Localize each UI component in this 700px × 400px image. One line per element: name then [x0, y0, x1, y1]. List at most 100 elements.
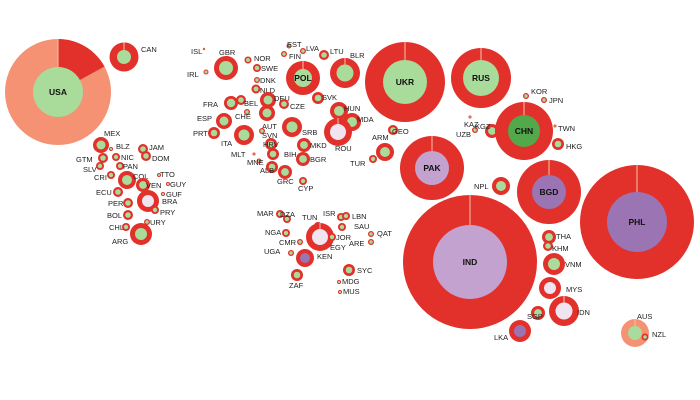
bubble-grc[interactable]: GRC — [277, 165, 294, 186]
bubble-arg[interactable]: ARG — [112, 223, 152, 246]
bubble-cyp[interactable]: CYP — [298, 177, 313, 193]
bubble-npl[interactable]: NPL — [474, 177, 510, 195]
bubble-hun[interactable]: HUN — [330, 102, 360, 120]
bubble-arm[interactable]: ARM — [372, 133, 394, 161]
bubble-phl[interactable]: PHL — [580, 165, 694, 279]
bubble-slv[interactable]: SLV — [83, 162, 104, 174]
bubble-uga[interactable]: UGA — [264, 247, 294, 256]
bubble-ecu[interactable]: ECU — [96, 187, 123, 197]
bubble-guf[interactable]: GUF — [161, 190, 182, 199]
bubble-tha[interactable]: THA — [542, 230, 571, 244]
bubble-sgp[interactable]: SGP — [527, 306, 545, 321]
bubble-per[interactable]: PER — [108, 198, 133, 208]
bubble-isr[interactable]: ISR — [323, 209, 345, 221]
bubble-tto[interactable]: TTO — [157, 170, 175, 179]
bubble-blz[interactable]: BLZ — [109, 142, 130, 151]
bubble-zaf[interactable]: ZAF — [289, 269, 304, 290]
bubble-mus[interactable]: MUS — [338, 287, 360, 296]
bubble-are[interactable]: ARE — [349, 239, 374, 248]
bubble-svn[interactable]: SVN — [259, 128, 277, 140]
bubble-jor[interactable]: JOR — [328, 233, 352, 242]
bubble-ukr[interactable]: UKR — [365, 42, 445, 122]
bubble-cze[interactable]: CZE — [279, 99, 305, 111]
bubble-nga[interactable]: NGA — [265, 228, 290, 237]
bubble-usa[interactable]: USA — [5, 39, 111, 145]
bubble-kor[interactable]: KOR — [523, 87, 548, 99]
bubble-gtm[interactable]: GTM — [76, 153, 108, 164]
bubble-ury[interactable]: URY — [144, 218, 166, 227]
bubble-mex[interactable]: MEX — [93, 129, 120, 153]
bubble-isl[interactable]: ISL — [191, 47, 206, 56]
bubble-mne[interactable]: MNE — [247, 158, 264, 167]
bubble-mys[interactable]: MYS — [539, 277, 582, 299]
bubble-fra[interactable]: FRA — [203, 96, 238, 110]
bubble-dza[interactable]: DZA — [280, 210, 295, 223]
bubble-twn[interactable]: TWN — [553, 124, 576, 133]
bubble-col[interactable]: COL — [118, 171, 148, 189]
bubble-cmr[interactable]: CMR — [279, 238, 303, 247]
bubble-mar[interactable]: MAR — [257, 209, 284, 218]
bubble-can[interactable]: CAN — [109, 42, 157, 72]
bubble-geo[interactable]: GEO — [388, 125, 409, 136]
bubble-guy[interactable]: GUY — [166, 180, 186, 189]
bubble-esp[interactable]: ESP — [197, 113, 232, 129]
bubble-pol[interactable]: POL — [286, 61, 320, 95]
bubble-syc[interactable]: SYC — [343, 264, 373, 276]
bubble-uzb[interactable]: UZB — [456, 127, 478, 139]
bubble-dom[interactable]: DOM — [141, 151, 170, 163]
bubble-bgr[interactable]: BGR — [296, 152, 327, 166]
bubble-alb[interactable]: ALB — [260, 161, 278, 175]
bubble-idn[interactable]: IDN — [549, 296, 590, 326]
bubble-fin[interactable]: FIN — [281, 51, 301, 61]
bubble-srb[interactable]: SRB — [282, 117, 317, 137]
bubble-pry[interactable]: PRY — [151, 206, 175, 217]
bubble-ita[interactable]: ITA — [221, 125, 254, 148]
bubble-cri[interactable]: CRI — [94, 171, 115, 182]
bubble-jam[interactable]: JAM — [138, 143, 164, 154]
bubble-lbn[interactable]: LBN — [342, 212, 367, 221]
bubble-bgd[interactable]: BGD — [517, 160, 581, 224]
bubble-irl[interactable]: IRL — [187, 69, 209, 80]
bubble-nic[interactable]: NIC — [112, 153, 135, 162]
bubble-mdg[interactable]: MDG — [337, 277, 360, 286]
bubble-svk[interactable]: SVK — [312, 92, 337, 104]
bubble-bol[interactable]: BOL — [107, 210, 133, 220]
bubble-ven[interactable]: VEN — [136, 178, 161, 192]
bubble-lka[interactable]: LKA — [494, 320, 531, 342]
bubble-ind[interactable]: IND — [403, 195, 537, 329]
bubble-pak[interactable]: PAK — [400, 136, 464, 200]
bubble-kaz[interactable]: KAZ — [464, 115, 479, 130]
bubble-nor[interactable]: NOR — [244, 54, 272, 64]
bubble-nzl[interactable]: NZL — [641, 330, 667, 341]
bubble-ken[interactable]: KEN — [296, 249, 332, 267]
bubble-tur[interactable]: TUR — [350, 155, 377, 168]
bubble-bih[interactable]: BIH — [267, 148, 297, 160]
bubble-lva[interactable]: LVA — [300, 44, 319, 54]
bubble-ltu[interactable]: LTU — [319, 47, 344, 60]
bubble-prt[interactable]: PRT — [193, 127, 220, 139]
bubble-deu[interactable]: DEU — [260, 92, 290, 108]
bubble-nld[interactable]: NLD — [251, 84, 276, 96]
bubble-hkg[interactable]: HKG — [552, 138, 582, 151]
bubble-bel[interactable]: BEL — [236, 95, 258, 108]
bubble-aut[interactable]: AUT — [259, 105, 277, 131]
bubble-khm[interactable]: KHM — [543, 241, 569, 253]
bubble-rou[interactable]: ROU — [324, 118, 352, 153]
bubble-blr[interactable]: BLR — [330, 51, 365, 88]
bubble-pan[interactable]: PAN — [116, 162, 138, 171]
bubble-che[interactable]: CHE — [235, 109, 251, 121]
bubble-qat[interactable]: QAT — [368, 229, 392, 238]
bubble-hrv[interactable]: HRV — [263, 138, 279, 150]
bubble-vnm[interactable]: VNM — [543, 253, 582, 275]
bubble-mlt[interactable]: MLT — [231, 150, 256, 159]
bubble-dnk[interactable]: DNK — [254, 76, 276, 85]
bubble-mkd[interactable]: MKD — [297, 138, 327, 152]
bubble-sau[interactable]: SAU — [338, 222, 369, 231]
bubble-chl[interactable]: CHL — [109, 223, 130, 232]
bubble-swe[interactable]: SWE — [253, 64, 278, 73]
bubble-aus[interactable]: AUS — [621, 312, 652, 347]
bubble-jpn[interactable]: JPN — [541, 96, 563, 105]
bubble-chn[interactable]: CHN — [495, 102, 553, 160]
bubble-egy[interactable]: EGY — [306, 223, 346, 252]
bubble-est[interactable]: EST — [286, 40, 303, 49]
